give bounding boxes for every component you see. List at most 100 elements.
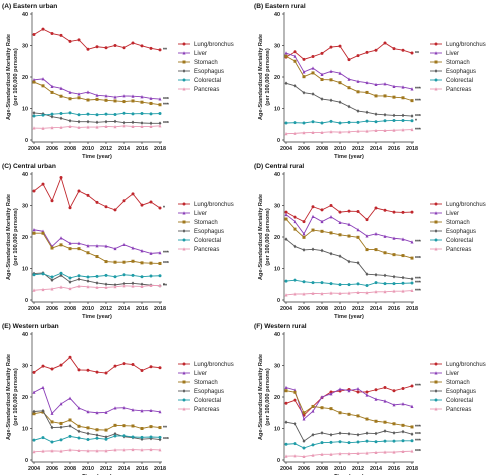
- legend-swatch-marker: [434, 398, 438, 402]
- data-point: [329, 251, 333, 256]
- legend-label: Lung/bronchus: [194, 42, 234, 48]
- x-tick-label: 2008: [64, 146, 76, 152]
- data-point: [158, 283, 162, 288]
- data-point: [95, 433, 99, 437]
- x-tick-label: 2004: [280, 466, 292, 472]
- data-point: [410, 425, 414, 429]
- data-point: [365, 80, 369, 85]
- significance-label: ***: [163, 121, 169, 127]
- legend-swatch-marker: [182, 42, 186, 46]
- data-point: [32, 111, 36, 115]
- significance-label: ***: [163, 250, 169, 256]
- x-tick-label: 2006: [298, 146, 310, 152]
- data-point: [374, 48, 378, 52]
- data-point: [293, 131, 297, 135]
- panel-title: (E) Western urban: [2, 323, 59, 330]
- data-point: [113, 283, 117, 287]
- data-point: [347, 222, 351, 226]
- data-point: [32, 227, 36, 232]
- data-point: [401, 254, 405, 258]
- data-point: [77, 189, 81, 193]
- significance-label: **: [163, 425, 167, 431]
- data-point: [113, 260, 117, 264]
- data-point: [68, 97, 72, 101]
- data-point: [95, 255, 99, 259]
- y-tick-label: 20: [274, 395, 280, 401]
- y-axis-unit: (per 100,000 persons): [13, 48, 19, 106]
- y-axis-label: Age-Standardized Mortality Rate: [258, 34, 264, 120]
- x-tick-label: 2018: [406, 146, 418, 152]
- data-point: [329, 98, 333, 103]
- data-point: [392, 450, 396, 454]
- data-point: [329, 407, 333, 411]
- data-point: [347, 86, 351, 90]
- data-point: [41, 272, 45, 276]
- panel-title: (B) Eastern rural: [254, 3, 306, 10]
- data-point: [95, 436, 99, 440]
- data-point: [311, 71, 315, 75]
- data-point: [149, 283, 153, 288]
- data-point: [149, 408, 153, 413]
- data-point: [311, 205, 315, 209]
- data-point: [392, 253, 396, 257]
- data-point: [140, 203, 144, 207]
- data-point: [365, 431, 369, 436]
- x-tick-label: 2004: [28, 146, 40, 152]
- panel-title: (F) Western rural: [254, 323, 307, 330]
- data-point: [410, 277, 414, 281]
- data-point: [284, 401, 288, 405]
- data-point: [95, 285, 99, 289]
- data-point: [374, 128, 378, 133]
- data-point: [41, 385, 45, 390]
- data-point: [122, 120, 126, 125]
- y-tick-label: 20: [22, 235, 28, 241]
- y-tick-label: 10: [274, 106, 280, 112]
- data-point: [158, 206, 162, 210]
- data-point: [320, 291, 324, 296]
- data-point: [338, 100, 342, 104]
- legend-label: Pancreas: [446, 247, 471, 253]
- data-point: [356, 54, 360, 58]
- data-point: [95, 200, 99, 204]
- data-point: [392, 47, 396, 51]
- data-point: [104, 371, 108, 375]
- data-point: [104, 46, 108, 50]
- y-tick-label: 30: [22, 203, 28, 209]
- data-point: [50, 449, 54, 453]
- data-point: [77, 448, 81, 453]
- data-point: [59, 33, 63, 37]
- data-point: [59, 94, 63, 98]
- x-axis-label: Time (year): [82, 154, 112, 160]
- chart-panel: (A) Eastern urban 0 10 20 30 40 2004 2006 2008 20…: [2, 3, 234, 160]
- data-point: [113, 246, 117, 251]
- data-point: [293, 59, 297, 63]
- data-point: [59, 271, 63, 275]
- data-point: [392, 403, 396, 407]
- y-tick-label: 0: [277, 298, 280, 304]
- data-point: [158, 437, 162, 442]
- y-axis-label: Age-Standardized Mortality Rate: [6, 34, 12, 120]
- x-tick-label: 2016: [136, 306, 148, 312]
- x-tick-label: 2014: [118, 306, 130, 312]
- data-point: [347, 77, 351, 81]
- data-point: [59, 363, 63, 367]
- data-point: [32, 390, 36, 394]
- data-point: [113, 284, 117, 289]
- data-point: [104, 285, 108, 289]
- x-tick-label: 2018: [406, 306, 418, 312]
- data-point: [104, 94, 108, 98]
- y-tick-label: 30: [22, 363, 28, 369]
- data-point: [293, 442, 297, 446]
- data-point: [50, 287, 54, 291]
- data-point: [320, 208, 324, 212]
- data-point: [293, 454, 297, 458]
- data-point: [86, 125, 90, 129]
- data-point: [383, 282, 387, 286]
- data-point: [338, 254, 342, 259]
- legend-swatch-marker: [182, 247, 186, 251]
- legend-label: Liver: [194, 51, 207, 57]
- data-point: [410, 439, 414, 443]
- data-point: [32, 126, 36, 130]
- y-tick-label: 10: [22, 266, 28, 272]
